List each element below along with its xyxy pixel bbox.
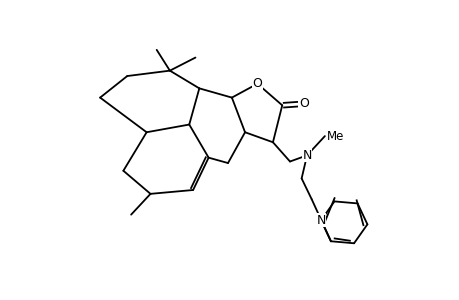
Text: O: O <box>298 97 308 110</box>
Text: O: O <box>252 77 262 90</box>
Text: Me: Me <box>326 130 344 142</box>
Text: N: N <box>302 149 311 162</box>
Text: N: N <box>316 214 325 227</box>
